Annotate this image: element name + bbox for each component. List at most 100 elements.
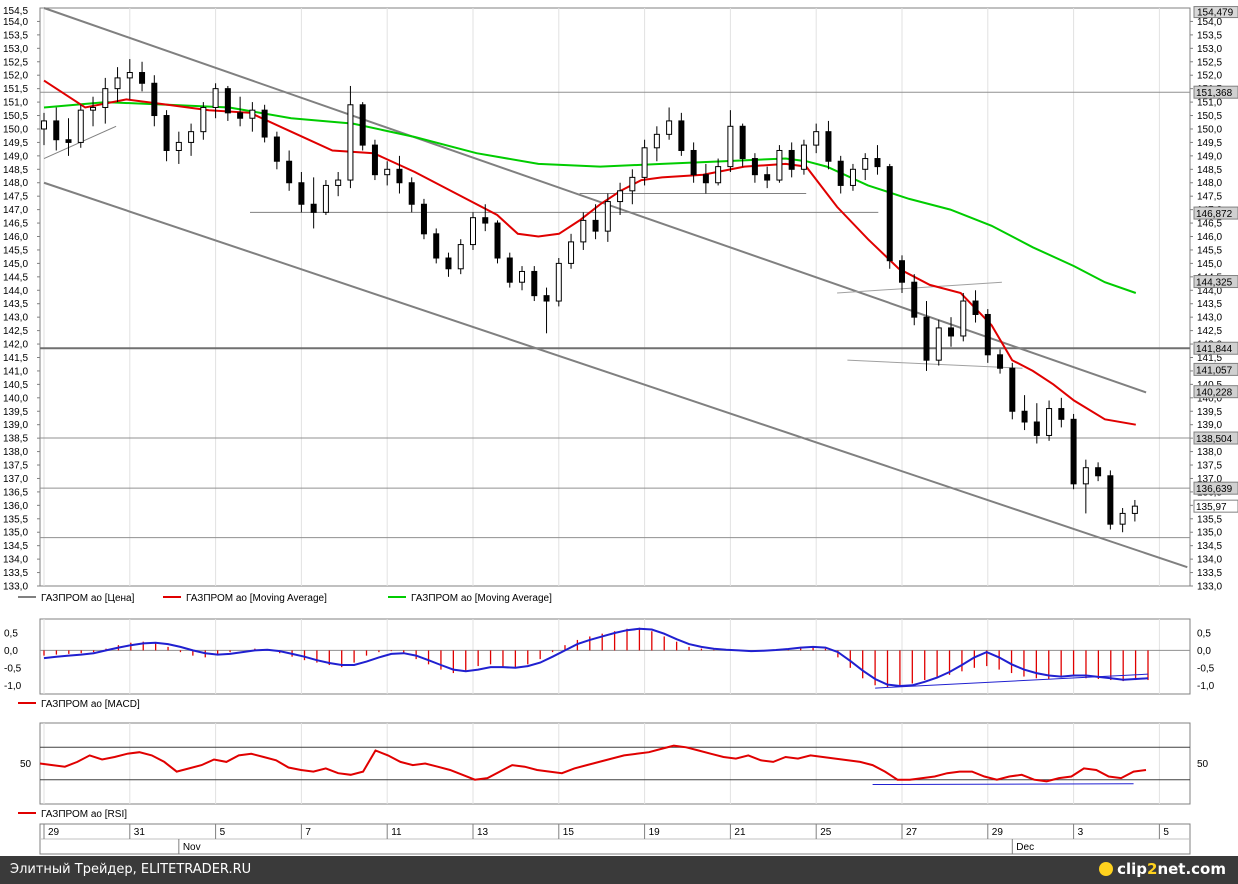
price-left-tick-label: 140,5	[3, 380, 28, 391]
price-left-tick-label: 148,0	[3, 178, 28, 189]
price-left-tick-label: 137,0	[3, 474, 28, 485]
candle-body	[666, 120, 673, 135]
price-level-tag-label: 141,057	[1196, 365, 1233, 376]
candle-body	[77, 109, 84, 143]
price-left-tick-label: 136,5	[3, 487, 28, 498]
price-right-tick-label: 147,5	[1197, 192, 1222, 203]
price-right-tick-label: 152,5	[1197, 57, 1222, 68]
candle-body	[519, 270, 526, 283]
candle-body	[1070, 418, 1077, 485]
price-level-tag-box	[1193, 85, 1238, 99]
date-tick-label: 27	[906, 827, 918, 838]
price-right-tick-label: 134,5	[1197, 541, 1222, 552]
price-level-tag-box	[1193, 431, 1238, 445]
price-trend-line-flag	[847, 359, 1023, 369]
price-right-tick-label: 135,0	[1197, 528, 1222, 539]
candle-body	[960, 300, 967, 337]
price-right-tick-label: 144,0	[1197, 286, 1222, 297]
price-right-tick-label: 148,0	[1197, 178, 1222, 189]
date-tick-label: 15	[563, 827, 575, 838]
price-level-tag-box	[1193, 499, 1238, 513]
candle-body	[469, 217, 476, 246]
candle-body	[433, 233, 440, 259]
logo-part-b: 2	[1147, 860, 1158, 878]
date-tick-label: 5	[220, 827, 226, 838]
footer-logo[interactable]: clip2net.com	[1099, 860, 1226, 878]
legend-label: ГАЗПРОМ ао [Moving Average]	[411, 593, 552, 604]
price-right-tick-label: 148,5	[1197, 165, 1222, 176]
price-right-tick-label: 146,0	[1197, 232, 1222, 243]
candle-body	[911, 281, 918, 318]
candle-body	[139, 72, 146, 84]
ma-slow-line	[43, 101, 1137, 294]
candle-body	[751, 158, 758, 176]
price-left-tick-label: 146,5	[3, 219, 28, 230]
macd-right-tick-label: 0,0	[1197, 646, 1211, 657]
price-top-tag-label: 154,479	[1197, 8, 1234, 19]
candle-body	[825, 131, 832, 162]
price-right-tick-label: 139,0	[1197, 420, 1222, 431]
price-level-tag-box	[1193, 341, 1238, 355]
price-left-tick-label: 133,5	[3, 568, 28, 579]
price-left-tick-label: 149,5	[3, 138, 28, 149]
candle-body	[322, 184, 329, 213]
candle-body	[788, 149, 795, 170]
price-level-tag-box	[1193, 481, 1238, 495]
candle-body	[617, 190, 624, 203]
price-top-tag-box	[1193, 6, 1238, 19]
candle-body	[776, 149, 783, 181]
candle-body	[849, 168, 856, 186]
candle-body	[396, 168, 403, 184]
rsi-line	[39, 744, 1147, 783]
candle-body	[1107, 475, 1114, 525]
date-tick-label: 31	[134, 827, 146, 838]
price-level-tag-label: 138,504	[1196, 434, 1233, 445]
price-left-tick-label: 151,0	[3, 98, 28, 109]
candle-body	[690, 149, 697, 176]
footer-credit: Элитный Трейдер, ELITETRADER.RU	[10, 862, 252, 877]
price-left-tick-label: 135,5	[3, 514, 28, 525]
rsi-trend-line	[872, 783, 1134, 786]
price-left-tick-label: 139,5	[3, 407, 28, 418]
price-right-tick-label: 142,5	[1197, 326, 1222, 337]
macd-legend-label: ГАЗПРОМ ао [MACD]	[41, 699, 140, 710]
candle-body	[384, 168, 391, 176]
price-left-top-label: 154,5	[3, 6, 28, 17]
candle-body	[678, 120, 685, 151]
candle-body	[506, 257, 513, 283]
candle-body	[1058, 408, 1065, 420]
price-right-tick-label: 134,0	[1197, 555, 1222, 566]
candle-body	[53, 120, 60, 141]
candle-body	[727, 125, 734, 168]
price-level-tag-box	[1193, 385, 1238, 399]
candle-body	[715, 166, 722, 184]
price-left-tick-label: 137,5	[3, 461, 28, 472]
candle-body	[1033, 421, 1040, 436]
logo-part-c: net.com	[1157, 860, 1226, 878]
candle-body	[972, 300, 979, 315]
price-left-tick-label: 153,5	[3, 30, 28, 41]
candle-body	[494, 222, 501, 259]
candle-body	[102, 88, 109, 108]
macd-right-tick-label: 0,5	[1197, 628, 1211, 639]
price-right-tick-label: 150,5	[1197, 111, 1222, 122]
price-right-tick-label: 133,0	[1197, 582, 1222, 593]
price-level-tag-box	[1193, 206, 1238, 220]
candle-body	[188, 131, 195, 143]
price-left-tick-label: 154,0	[3, 17, 28, 28]
price-left-tick-label: 138,5	[3, 434, 28, 445]
candle-body	[347, 104, 354, 181]
candle-body	[604, 201, 611, 232]
rsi-legend-label: ГАЗПРОМ ао [RSI]	[41, 809, 127, 820]
price-left-tick-label: 145,0	[3, 259, 28, 270]
macd-right-tick-label: -1,0	[1197, 681, 1215, 692]
macd-left-tick-label: 0,5	[4, 628, 18, 639]
candle-body	[90, 106, 97, 111]
macd-signal-line	[43, 627, 1149, 688]
candle-body	[813, 131, 820, 146]
price-right-tick-label: 141,5	[1197, 353, 1222, 364]
price-right-tick-label: 152,0	[1197, 71, 1222, 82]
candle-body	[935, 327, 942, 361]
candle-body	[298, 182, 305, 205]
price-left-tick-label: 139,0	[3, 420, 28, 431]
